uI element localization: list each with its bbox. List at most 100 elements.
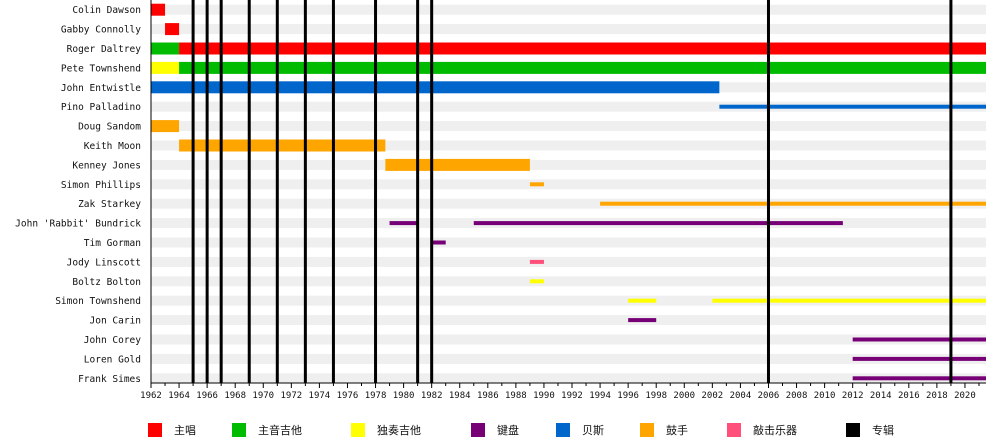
- album-lines: [191, 0, 953, 383]
- x-tick-label: 1978: [365, 391, 387, 401]
- row-stripe: [151, 295, 986, 306]
- x-tick-label: 2006: [758, 391, 780, 401]
- member-label: Simon Townshend: [55, 296, 141, 307]
- legend-swatch: [556, 423, 570, 437]
- member-label: Zak Starkey: [78, 199, 141, 210]
- member-bar: [431, 240, 446, 245]
- member-label: Gabby Connolly: [61, 25, 141, 36]
- row-stripe: [151, 276, 986, 287]
- legend-label: 独奏吉他: [377, 424, 421, 437]
- member-labels: Colin Dawson Gabby Connolly Roger Daltrey P…: [15, 5, 141, 385]
- row-stripe: [151, 315, 986, 326]
- member-bar: [389, 221, 418, 226]
- member-bar: [529, 279, 544, 284]
- member-bar: [628, 298, 657, 303]
- x-tick-label: 1968: [224, 391, 246, 401]
- row-stripe: [151, 373, 986, 384]
- legend-item: 鼓手: [640, 422, 688, 438]
- member-label: Simon Phillips: [61, 180, 141, 191]
- legend-label: 键盘: [497, 424, 519, 437]
- legend-item: 主音吉他: [232, 422, 302, 438]
- row-stripe: [151, 101, 986, 112]
- member-bar: [852, 337, 986, 342]
- row-stripe: [151, 4, 986, 15]
- x-tick-label: 2018: [926, 391, 948, 401]
- x-tick-label: 1964: [168, 391, 190, 401]
- legend-swatch: [148, 423, 162, 437]
- legend-item: 专辑: [846, 422, 894, 438]
- x-tick-label: 2020: [954, 391, 976, 401]
- x-tick-label: 2016: [898, 391, 920, 401]
- member-bar: [719, 104, 986, 109]
- x-axis: 1962 1964 1966 1968 1970 1972 1974 1976 1978 1980…: [140, 0, 986, 401]
- x-tick-label: 1976: [337, 391, 359, 401]
- legend: 主唱 主音吉他 独奏吉他 键盘 贝斯 鼓手 敲击乐器 专辑: [0, 420, 1000, 440]
- row-stripe: [151, 121, 986, 132]
- member-bar: [852, 356, 986, 361]
- x-tick-label: 2012: [842, 391, 864, 401]
- member-label: Keith Moon: [84, 141, 141, 152]
- member-label: Pete Townshend: [61, 63, 141, 74]
- member-bar: [151, 81, 720, 94]
- row-stripe: [151, 140, 986, 151]
- x-tick-label: 1992: [561, 391, 583, 401]
- x-tick-label: 2002: [702, 391, 724, 401]
- x-tick-label: 1980: [393, 391, 415, 401]
- legend-item: 键盘: [471, 422, 519, 438]
- member-label: Jon Carin: [90, 316, 141, 327]
- legend-label: 主唱: [174, 424, 196, 437]
- member-bar: [151, 3, 166, 16]
- row-stripe: [151, 198, 986, 209]
- member-label: Kenney Jones: [72, 160, 141, 171]
- x-tick-label: 1982: [421, 391, 443, 401]
- legend-swatch: [232, 423, 246, 437]
- member-label: John 'Rabbit' Bundrick: [15, 219, 141, 230]
- member-bar: [151, 42, 180, 55]
- x-tick-label: 1998: [645, 391, 667, 401]
- x-tick-label: 1970: [252, 391, 274, 401]
- member-bar: [529, 259, 544, 264]
- member-label: Frank Simes: [78, 374, 141, 385]
- x-tick-label: 2000: [673, 391, 695, 401]
- legend-item: 贝斯: [556, 422, 604, 438]
- member-bar: [473, 221, 843, 226]
- x-tick-label: 1972: [280, 391, 302, 401]
- legend-swatch: [727, 423, 741, 437]
- member-bar: [529, 182, 544, 187]
- member-label: Pino Palladino: [61, 102, 141, 113]
- member-bar: [151, 120, 180, 133]
- x-tick-label: 1986: [477, 391, 499, 401]
- member-bar: [385, 158, 530, 171]
- legend-label: 专辑: [872, 424, 894, 437]
- x-tick-label: 2004: [730, 391, 752, 401]
- member-label: Boltz Bolton: [72, 277, 141, 288]
- legend-item: 主唱: [148, 422, 196, 438]
- member-bar: [712, 298, 986, 303]
- member-label: Jody Linscott: [67, 257, 141, 268]
- x-tick-label: 1962: [140, 391, 162, 401]
- member-label: John Corey: [84, 335, 141, 346]
- band-timeline-chart: Colin Dawson Gabby Connolly Roger Daltrey P…: [15, 0, 986, 401]
- x-tick-label: 2008: [786, 391, 808, 401]
- x-tick-label: 1988: [505, 391, 527, 401]
- member-label: Loren Gold: [84, 354, 141, 365]
- x-tick-label: 1994: [589, 391, 611, 401]
- row-stripe: [151, 353, 986, 364]
- member-bar: [852, 376, 986, 381]
- member-bars: [151, 3, 986, 381]
- legend-swatch: [846, 423, 860, 437]
- member-bar: [165, 23, 180, 36]
- row-stripe: [151, 334, 986, 345]
- legend-swatch: [351, 423, 365, 437]
- legend-label: 贝斯: [582, 424, 604, 437]
- row-stripe: [151, 256, 986, 267]
- member-label: John Entwistle: [61, 83, 141, 94]
- x-tick-label: 1990: [533, 391, 555, 401]
- x-tick-label: 2014: [870, 391, 892, 401]
- x-tick-label: 1966: [196, 391, 218, 401]
- legend-label: 主音吉他: [258, 424, 302, 437]
- legend-item: 敲击乐器: [727, 422, 797, 438]
- x-tick-label: 2010: [814, 391, 836, 401]
- member-label: Colin Dawson: [72, 5, 141, 16]
- member-label: Tim Gorman: [84, 238, 141, 249]
